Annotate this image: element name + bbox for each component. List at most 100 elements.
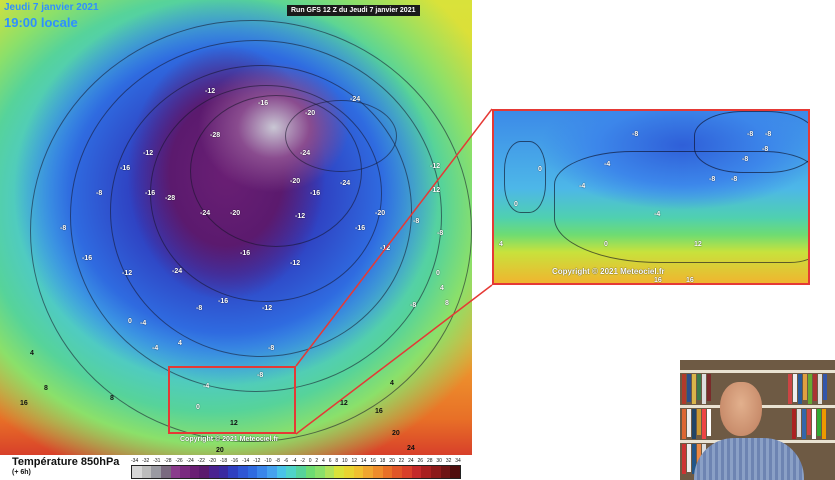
temperature-label: 20 bbox=[392, 430, 400, 437]
temperature-label: -16 bbox=[310, 190, 321, 197]
legend-ticks: -34 -32 -31 -28 -26 -24 -22 -20 -18 -16 -14 -12 -10-… bbox=[131, 458, 461, 465]
temperature-label: 8 bbox=[44, 385, 48, 392]
legend-tick: 18 bbox=[379, 458, 386, 464]
legend-tick: -14 bbox=[242, 458, 250, 464]
legend-swatch bbox=[334, 466, 345, 478]
bookshelf bbox=[680, 370, 835, 373]
legend-swatch bbox=[392, 466, 402, 478]
temperature-label: 4 bbox=[440, 285, 444, 292]
temperature-label: -20 bbox=[375, 210, 386, 217]
temperature-label: 8 bbox=[445, 300, 449, 307]
legend-tick: 20 bbox=[389, 458, 395, 464]
legend-tick: -20 bbox=[208, 458, 216, 464]
temperature-label: -8 bbox=[731, 176, 738, 183]
zoom-inset: -8 -8 -8 -8 -8 -4 -8 -8 -4 0 0 4 0 12 16 16 -4 Copyright… bbox=[492, 109, 810, 285]
legend-swatch bbox=[189, 466, 200, 478]
legend-swatch bbox=[151, 466, 161, 478]
highlight-box bbox=[168, 366, 296, 434]
temperature-label: -24 bbox=[350, 96, 361, 103]
inset-copyright: Copyright © 2021 Meteociel.fr bbox=[552, 267, 665, 276]
legend-title: Température 850hPa bbox=[12, 456, 120, 468]
temperature-label: -8 bbox=[257, 372, 264, 379]
legend-tick: -28 bbox=[164, 458, 172, 464]
temperature-label: -8 bbox=[268, 345, 275, 352]
legend-tick: 2 bbox=[315, 458, 319, 464]
presenter-head bbox=[720, 382, 762, 436]
temperature-label: -12 bbox=[122, 270, 133, 277]
legend-swatch bbox=[257, 466, 267, 478]
legend-tick: -8 bbox=[275, 458, 280, 464]
temperature-label: 16 bbox=[686, 277, 694, 284]
temperature-label: -24 bbox=[200, 210, 211, 217]
legend-swatch bbox=[170, 466, 181, 478]
legend-swatch bbox=[440, 466, 451, 478]
temperature-label: -8 bbox=[765, 131, 772, 138]
temperature-label: -8 bbox=[632, 131, 639, 138]
legend-swatch bbox=[315, 466, 325, 478]
legend-swatch bbox=[373, 466, 383, 478]
temperature-label: -24 bbox=[300, 150, 311, 157]
map-date: Jeudi 7 janvier 2021 bbox=[4, 2, 99, 13]
legend-swatch bbox=[430, 466, 441, 478]
legend-swatch bbox=[218, 466, 229, 478]
temperature-label: -16 bbox=[145, 190, 156, 197]
legend-tick: -4 bbox=[292, 458, 297, 464]
temperature-label: -4 bbox=[203, 383, 210, 390]
legend-swatch bbox=[401, 466, 412, 478]
temperature-label: -16 bbox=[218, 298, 229, 305]
legend-swatch bbox=[324, 466, 335, 478]
temperature-label: -8 bbox=[762, 146, 769, 153]
legend-tick: 22 bbox=[398, 458, 405, 464]
inset-landmass bbox=[694, 111, 808, 173]
legend-swatch bbox=[305, 466, 316, 478]
temperature-label: -16 bbox=[120, 165, 131, 172]
temperature-label: 16 bbox=[375, 408, 383, 415]
temperature-label: 12 bbox=[694, 241, 702, 248]
temperature-label: -12 bbox=[290, 260, 301, 267]
legend-swatch bbox=[344, 466, 354, 478]
temperature-label: -16 bbox=[240, 250, 251, 257]
temperature-label: -28 bbox=[210, 132, 221, 139]
legend-swatch bbox=[276, 466, 287, 478]
legend-tick: 4 bbox=[322, 458, 325, 464]
books bbox=[792, 409, 826, 439]
books bbox=[682, 409, 711, 439]
inset-landmass bbox=[504, 141, 546, 213]
legend-swatch bbox=[450, 466, 460, 478]
temperature-label: -4 bbox=[604, 161, 611, 168]
temperature-label: -16 bbox=[355, 225, 366, 232]
legend-swatch bbox=[363, 466, 374, 478]
legend-tick: 0 bbox=[308, 458, 312, 464]
legend-tick: -26 bbox=[175, 458, 183, 464]
temperature-label: -20 bbox=[305, 110, 316, 117]
map-time: 19:00 locale bbox=[4, 15, 78, 30]
inset-landmass bbox=[554, 151, 808, 263]
temperature-label: 12 bbox=[230, 420, 238, 427]
legend-tick: -34 bbox=[131, 458, 139, 464]
legend-tick: 16 bbox=[370, 458, 376, 464]
presenter-body bbox=[694, 438, 804, 480]
legend-tick: 30 bbox=[436, 458, 442, 464]
temperature-label: -16 bbox=[82, 255, 93, 262]
temperature-label: -4 bbox=[140, 320, 147, 327]
temperature-label: -8 bbox=[709, 176, 716, 183]
temperature-label: -8 bbox=[413, 218, 420, 225]
legend-swatch bbox=[286, 466, 296, 478]
temperature-label: -4 bbox=[152, 345, 159, 352]
temperature-label: 20 bbox=[216, 447, 224, 454]
legend-swatch bbox=[132, 466, 142, 478]
temperature-label: 4 bbox=[499, 241, 503, 248]
legend-swatch bbox=[353, 466, 364, 478]
weather-map: -12 -16 -24 -20 -28 -24 -20 -24 -16 -24 -28 -20 -16 -… bbox=[0, 0, 472, 455]
temperature-label: -24 bbox=[340, 180, 351, 187]
temperature-label: -8 bbox=[96, 190, 103, 197]
map-copyright: Copyright © 2021 Meteociel.fr bbox=[180, 436, 279, 443]
temperature-label: -12 bbox=[205, 88, 216, 95]
legend-swatch bbox=[228, 466, 239, 478]
temperature-label: -16 bbox=[258, 100, 269, 107]
legend-tick: -10 bbox=[264, 458, 272, 464]
temperature-label: -8 bbox=[60, 225, 67, 232]
temperature-label: -8 bbox=[410, 302, 417, 309]
legend-tick: -12 bbox=[253, 458, 261, 464]
legend-tick: 34 bbox=[455, 458, 461, 464]
